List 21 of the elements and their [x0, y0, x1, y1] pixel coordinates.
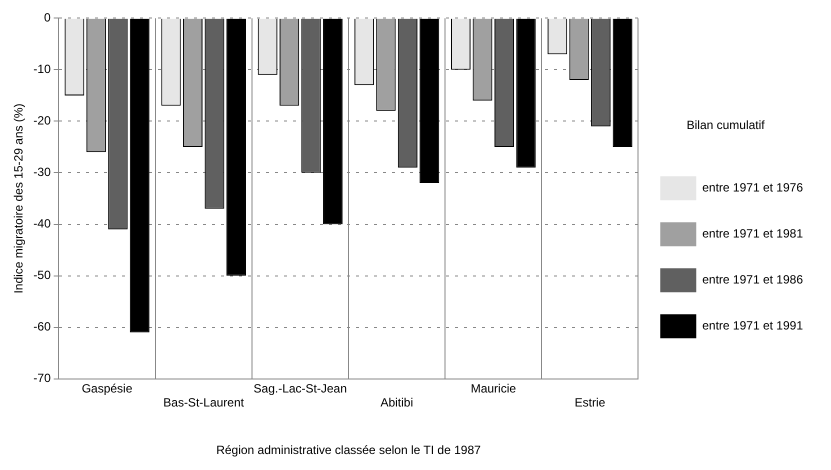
y-tick-label: -60: [33, 320, 52, 334]
y-axis-title: Indice migratoire des 15-29 ans (%): [12, 103, 26, 294]
legend-label: entre 1971 et 1981: [702, 226, 804, 241]
y-tick-label: -40: [33, 216, 52, 231]
legend-title: Bilan cumulatif: [686, 118, 766, 132]
x-tick-label: Abitibi: [380, 396, 414, 410]
y-tick-label: -70: [33, 371, 52, 386]
x-tick-label: Sag.-Lac-St-Jean: [254, 381, 347, 396]
y-tick-label: -50: [33, 268, 52, 282]
x-tick-label: Estrie: [574, 396, 606, 410]
y-tick-label: 0: [44, 10, 52, 25]
x-axis-title: Région administrative classée selon le TI de 1987: [216, 443, 482, 458]
y-tick-label: -30: [33, 165, 52, 180]
legend-label: entre 1971 et 1991: [702, 318, 804, 333]
x-tick-label: Mauricie: [470, 381, 516, 396]
x-tick-label: Gaspésie: [82, 381, 133, 396]
legend-label: entre 1971 et 1986: [702, 272, 804, 287]
y-tick-label: -20: [33, 114, 52, 128]
legend-label: entre 1971 et 1976: [702, 180, 804, 195]
x-tick-label: Bas-St-Laurent: [163, 396, 245, 410]
y-tick-label: -10: [33, 62, 52, 76]
